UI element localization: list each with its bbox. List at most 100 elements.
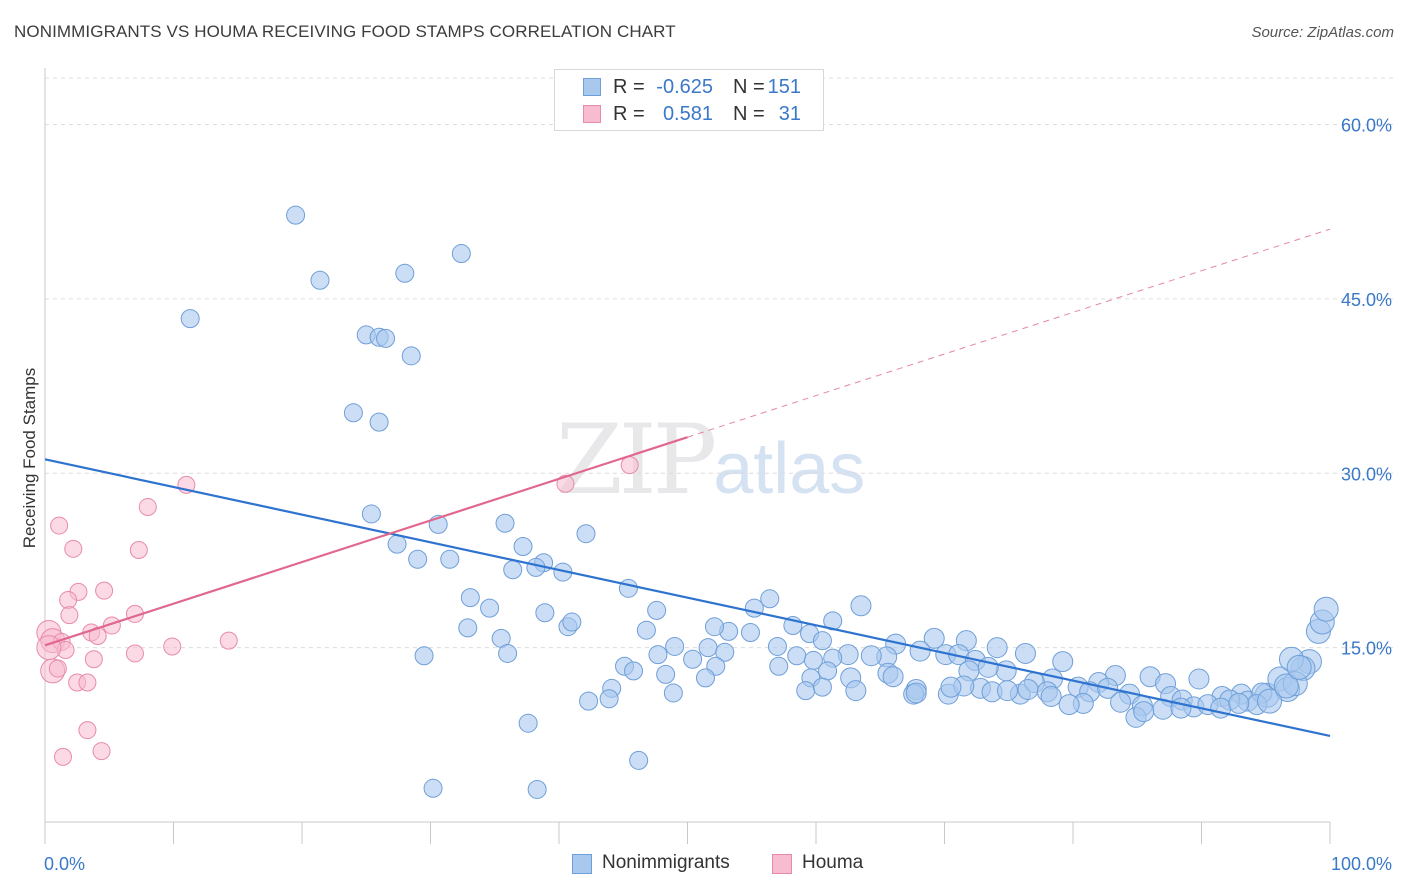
- data-point-nonimmigrants: [698, 638, 718, 658]
- data-point-nonimmigrants: [518, 713, 538, 733]
- legend-label: Houma: [802, 852, 864, 873]
- data-point-nonimmigrants: [513, 536, 533, 556]
- data-point-nonimmigrants: [695, 668, 715, 688]
- data-point-nonimmigrants: [909, 640, 931, 662]
- data-point-nonimmigrants: [647, 600, 667, 620]
- data-point-nonimmigrants: [715, 642, 735, 662]
- watermark: ZIPatlas: [556, 404, 865, 516]
- r-value: 0.581: [662, 103, 713, 125]
- data-point-nonimmigrants: [860, 645, 882, 667]
- data-point-nonimmigrants: [1257, 688, 1283, 714]
- data-point-nonimmigrants: [343, 403, 363, 423]
- data-point-nonimmigrants: [769, 656, 789, 676]
- y-tick-label: 60.0%: [1341, 116, 1392, 136]
- data-point-nonimmigrants: [760, 589, 780, 609]
- data-point-houma: [129, 540, 148, 559]
- data-point-houma: [95, 581, 114, 600]
- data-point-nonimmigrants: [629, 750, 649, 770]
- data-point-houma: [125, 644, 144, 663]
- data-point-houma: [59, 590, 78, 609]
- data-point-nonimmigrants: [1110, 691, 1132, 713]
- data-point-nonimmigrants: [636, 620, 656, 640]
- data-point-nonimmigrants: [286, 205, 306, 225]
- data-point-nonimmigrants: [1273, 673, 1299, 699]
- data-point-houma: [556, 474, 575, 493]
- data-point-nonimmigrants: [414, 646, 434, 666]
- data-point-nonimmigrants: [562, 612, 582, 632]
- data-point-nonimmigrants: [812, 631, 832, 651]
- grid-lines: [45, 77, 1395, 649]
- trend-line-houma: [44, 436, 688, 647]
- data-point-nonimmigrants: [387, 534, 407, 554]
- stats-row-houma: R = 0.581 N = 31: [555, 101, 823, 127]
- trend-line-houma-extension: [687, 228, 1331, 438]
- data-point-nonimmigrants: [576, 524, 596, 544]
- stats-box: R = -0.625 N = 151 R = 0.581 N = 31: [554, 69, 824, 131]
- n-value: 31: [778, 103, 801, 125]
- data-point-houma: [78, 721, 97, 740]
- pink-swatch: [583, 105, 601, 123]
- data-point-nonimmigrants: [1052, 651, 1074, 673]
- legend-swatch-pink: [772, 854, 792, 874]
- data-point-houma: [53, 747, 72, 766]
- data-point-houma: [84, 650, 103, 669]
- y-tick-label: 30.0%: [1341, 464, 1392, 484]
- y-tick-label: 45.0%: [1341, 290, 1392, 310]
- data-point-nonimmigrants: [796, 681, 816, 701]
- data-point-houma: [50, 516, 69, 535]
- data-point-nonimmigrants: [408, 549, 428, 569]
- data-point-houma: [60, 606, 79, 625]
- y-tick-label: 15.0%: [1341, 639, 1392, 659]
- data-point-nonimmigrants: [940, 676, 962, 698]
- data-point-nonimmigrants: [1228, 692, 1250, 714]
- r-label: R =: [613, 76, 645, 98]
- data-point-houma: [78, 673, 97, 692]
- data-point-nonimmigrants: [376, 328, 396, 348]
- data-point-nonimmigrants: [996, 680, 1018, 702]
- data-point-nonimmigrants: [535, 603, 555, 623]
- data-point-nonimmigrants: [369, 412, 389, 432]
- data-point-nonimmigrants: [683, 649, 703, 669]
- data-point-nonimmigrants: [480, 598, 500, 618]
- data-point-nonimmigrants: [495, 513, 515, 533]
- tick-labels: 15.0% 30.0% 45.0% 60.0% 0.0% 100.0%: [44, 116, 1392, 875]
- legend-label: Nonimmigrants: [602, 852, 730, 873]
- n-label: N =: [733, 103, 765, 125]
- chart-title: NONIMMIGRANTS VS HOUMA RECEIVING FOOD ST…: [14, 22, 676, 41]
- y-axis-label: Receiving Food Stamps: [20, 367, 39, 549]
- data-point-nonimmigrants: [618, 578, 638, 598]
- blue-swatch: [583, 78, 601, 96]
- r-label: R =: [613, 103, 645, 125]
- legend-swatch-blue: [572, 854, 592, 874]
- data-point-nonimmigrants: [401, 346, 421, 366]
- nonimmigrants-series: [180, 205, 1339, 799]
- data-point-nonimmigrants: [1286, 654, 1312, 680]
- data-point-houma: [620, 456, 639, 475]
- data-point-nonimmigrants: [665, 636, 685, 656]
- data-point-nonimmigrants: [1040, 685, 1062, 707]
- data-point-nonimmigrants: [1017, 678, 1039, 700]
- data-point-nonimmigrants: [882, 666, 904, 688]
- data-point-houma: [36, 635, 62, 661]
- data-point-nonimmigrants: [818, 661, 838, 681]
- data-point-nonimmigrants: [1170, 697, 1192, 719]
- data-point-houma: [92, 742, 111, 761]
- data-point-nonimmigrants: [599, 689, 619, 709]
- data-point-nonimmigrants: [812, 677, 832, 697]
- data-point-nonimmigrants: [1058, 694, 1080, 716]
- data-point-nonimmigrants: [440, 549, 460, 569]
- data-point-nonimmigrants: [905, 682, 927, 704]
- data-point-nonimmigrants: [460, 588, 480, 608]
- data-point-nonimmigrants: [767, 636, 787, 656]
- data-point-nonimmigrants: [1133, 701, 1155, 723]
- data-point-nonimmigrants: [1188, 668, 1210, 690]
- data-point-nonimmigrants: [845, 680, 867, 702]
- data-point-nonimmigrants: [850, 595, 872, 617]
- data-point-nonimmigrants: [579, 691, 599, 711]
- data-point-houma: [219, 631, 238, 650]
- data-point-nonimmigrants: [451, 244, 471, 264]
- n-value: 151: [767, 76, 801, 98]
- data-point-nonimmigrants: [648, 645, 668, 665]
- trend-line-nonimmigrants: [44, 458, 1331, 738]
